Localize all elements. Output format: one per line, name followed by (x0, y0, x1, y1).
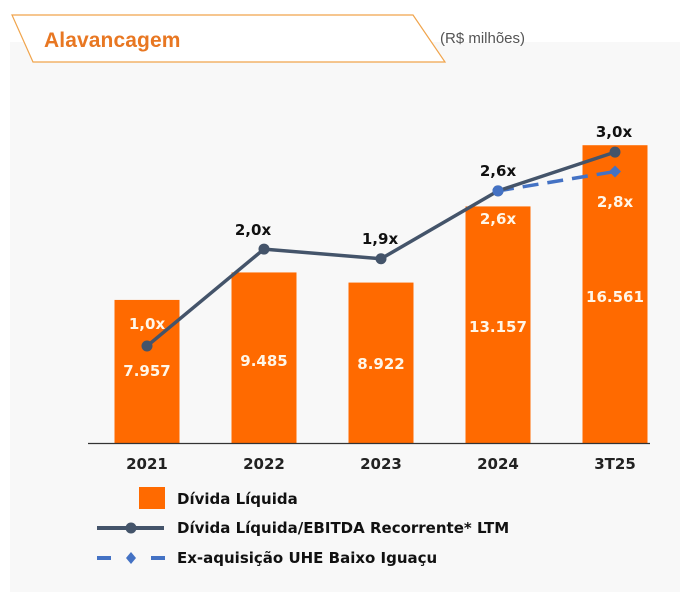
bar-2022 (231, 272, 297, 443)
legend-label-bar: Dívida Líquida (177, 490, 298, 508)
ex-acquisition-point-3T25 (609, 165, 621, 178)
leverage-point-2022 (258, 243, 270, 255)
bar-value-label: 13.157 (469, 318, 527, 336)
x-tick-label: 2024 (477, 455, 519, 473)
title-banner (11, 14, 447, 63)
ratio-label: 1,9x (362, 230, 399, 248)
leverage-point-2023 (375, 253, 387, 265)
legend-bar-swatch (139, 487, 165, 509)
ex-acquisition-dashed-line (497, 169, 616, 193)
ratio-label: 2,0x (235, 221, 272, 239)
ratio-label: 2,6x (480, 162, 517, 180)
leverage-point-2021 (141, 340, 153, 352)
bar-value-label: 7.957 (123, 362, 170, 380)
ratio-label: 1,0x (129, 315, 166, 333)
legend-dash-marker (126, 552, 136, 564)
bar-value-label: 8.922 (357, 355, 404, 373)
legend-label-dashed: Ex-aquisição UHE Baixo Iguaçu (177, 549, 437, 567)
x-tick-label: 2021 (126, 455, 168, 473)
x-tick-label: 2022 (243, 455, 285, 473)
ex-acquisition-ratio-label: 2,8x (597, 193, 634, 211)
leverage-point-3T25 (609, 146, 621, 158)
chart-title: Alavancagem (44, 29, 181, 52)
bar-value-label: 16.561 (586, 288, 644, 306)
bar-3T25 (582, 145, 648, 443)
ex-acquisition-ratio-label: 2,6x (480, 210, 517, 228)
bar-2021 (114, 299, 180, 443)
bar-value-label: 9.485 (240, 352, 287, 370)
legend-line-marker (125, 522, 137, 534)
ex-acquisition-point-2024 (492, 185, 504, 197)
x-tick-label: 3T25 (594, 455, 636, 473)
unit-label: (R$ milhões) (440, 30, 526, 47)
bar-2024 (465, 206, 531, 443)
ratio-label: 3,0x (596, 123, 633, 141)
legend-label-line: Dívida Líquida/EBITDA Recorrente* LTM (177, 519, 509, 537)
x-tick-label: 2023 (360, 455, 402, 473)
bar-2023 (348, 282, 414, 443)
